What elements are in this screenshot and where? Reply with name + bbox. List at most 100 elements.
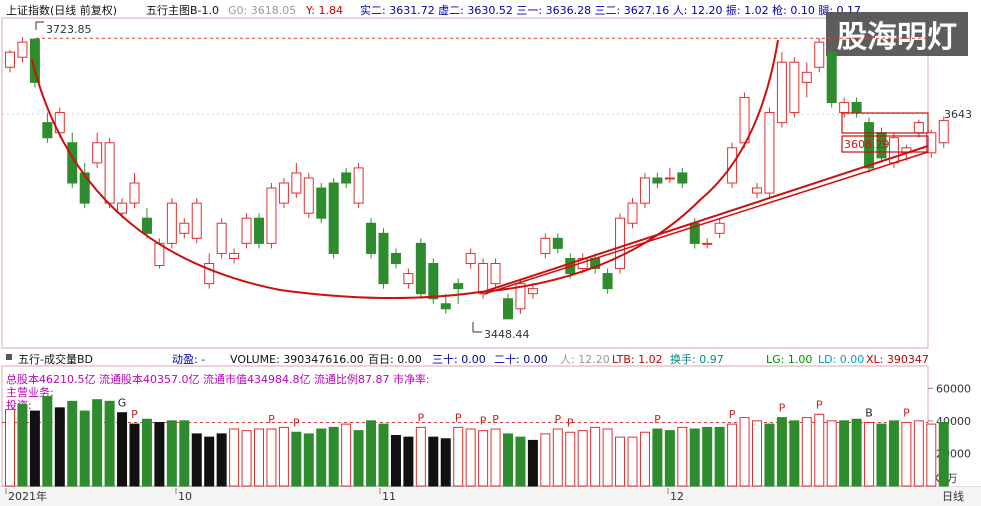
candle (490, 258, 501, 289)
candle (453, 278, 464, 304)
volume-bar (179, 420, 190, 487)
candle (702, 238, 713, 249)
candle (776, 52, 787, 128)
volume-marker: P (268, 413, 275, 426)
volume-bars (5, 395, 949, 487)
candle-body (938, 120, 949, 144)
candle-body (291, 172, 302, 194)
candle-body (490, 263, 501, 285)
volume-bar (5, 408, 15, 487)
volume-bar (552, 428, 563, 487)
high-annotation: 3723.85 (35, 21, 92, 36)
candle (316, 183, 327, 224)
volume-bar (901, 421, 912, 487)
volume-bar (490, 428, 501, 487)
bairi-value: 百日: 0.00 (368, 353, 422, 366)
candle (415, 238, 426, 299)
candle (403, 268, 414, 289)
candle (341, 167, 352, 189)
candle (254, 213, 264, 249)
volume-bar (764, 423, 775, 487)
candle (17, 37, 28, 63)
candle-body (664, 177, 675, 180)
candle-body (191, 202, 202, 239)
candle (278, 177, 289, 209)
x-axis: 2021年 10 11 12 日线 (5, 488, 964, 503)
candle (390, 248, 401, 269)
volume-bar (366, 420, 377, 487)
volume-bar (540, 433, 551, 487)
candle-body (341, 172, 352, 184)
candle (129, 172, 140, 209)
volume-marker: P (480, 415, 487, 428)
business-label: 主营业务: (6, 385, 54, 399)
candle (5, 50, 15, 73)
ren-value: 人: 12.20 (560, 353, 610, 366)
dongying-value: 动盈: - (172, 353, 205, 366)
volume-bar (801, 417, 812, 487)
info-line: 总股本46210.5亿 流通股本40357.0亿 流通市值434984.8亿 流… (6, 372, 430, 386)
volume-bar (428, 436, 439, 487)
x-label-oct: 10 (178, 490, 192, 503)
candle-body (677, 172, 688, 184)
candle (216, 218, 227, 259)
sanshi-value: 三十: 0.00 (432, 352, 486, 366)
volume-bar (913, 420, 924, 487)
volume-bar (166, 420, 177, 487)
candle-body (453, 283, 464, 290)
volume-markers: GP P P P P P P P P P PP PB P (118, 397, 910, 430)
candle-body (839, 102, 850, 114)
candle (926, 129, 937, 158)
candle (92, 132, 103, 168)
candle (826, 50, 837, 108)
volume-bar (776, 417, 787, 487)
candle (353, 162, 364, 209)
volume-marker: P (567, 416, 574, 429)
volume-bar (527, 439, 538, 487)
candle (602, 268, 613, 294)
g0-value: G0: 3618.05 (228, 4, 296, 17)
candle-body (702, 242, 713, 245)
volume-bar (639, 431, 650, 487)
volume-marker: B (865, 406, 873, 419)
volume-marker: P (554, 413, 561, 426)
volume-bar (577, 430, 588, 487)
x-label-year: 2021年 (8, 489, 47, 503)
low-label: 3448.44 (484, 328, 530, 341)
volume-bar (752, 420, 762, 487)
volume-bar (652, 428, 663, 487)
candle-body (639, 177, 650, 204)
volume-bar (378, 423, 389, 487)
volume-bar (216, 433, 227, 487)
stats-line: 实二: 3631.72 虚二: 3630.52 三一: 3636.28 三二: … (360, 3, 861, 17)
volume-bar (689, 428, 700, 487)
candle-body (627, 202, 638, 224)
candle (42, 112, 53, 143)
candle (204, 253, 215, 289)
collapse-toggle-icon[interactable] (6, 354, 12, 360)
volume-marker: P (455, 411, 462, 424)
volume-bar (403, 436, 414, 487)
candle-body (527, 288, 538, 295)
indicator-name: 五行主图B-1.0 (146, 4, 219, 17)
candle (801, 62, 812, 98)
candle-body (42, 122, 53, 139)
volume-marker: P (903, 406, 910, 419)
volume-bar (92, 399, 103, 487)
candle-body (366, 222, 377, 254)
volume-bar (54, 407, 65, 487)
candle-body (353, 167, 364, 204)
candle-body (602, 273, 613, 290)
x-label-dec: 12 (670, 490, 684, 503)
candle (938, 116, 949, 148)
volume-bar (453, 426, 464, 487)
candle-body (515, 283, 526, 310)
candle (166, 198, 177, 249)
candle (627, 198, 638, 229)
volume-bar (839, 420, 850, 487)
volume-marker: P (779, 402, 786, 415)
candle-body (54, 112, 65, 134)
candle-body (17, 41, 28, 58)
candle (714, 218, 725, 239)
candle (229, 248, 240, 264)
